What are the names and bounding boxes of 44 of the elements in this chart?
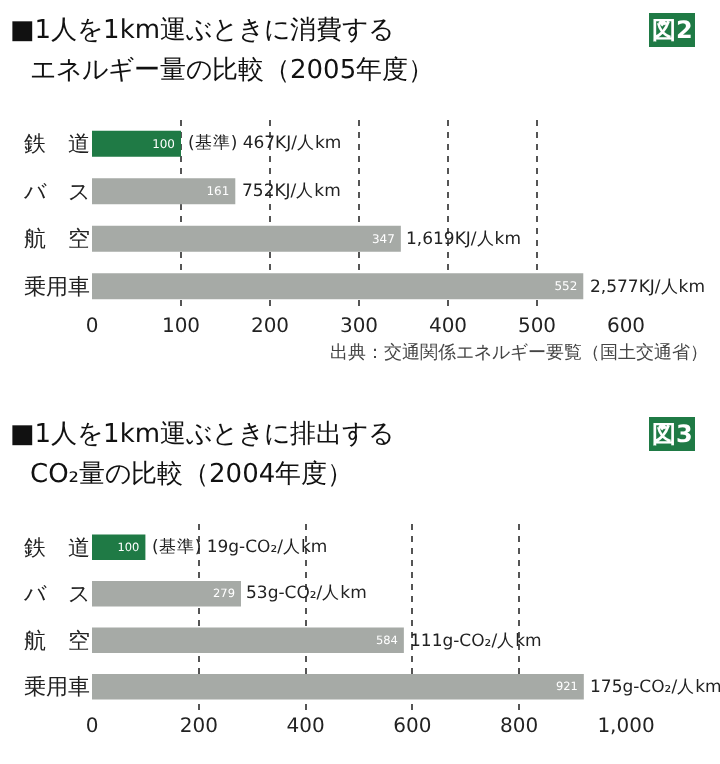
x-tick-label: 200 [250,316,290,338]
x-tick-label: 600 [393,716,432,738]
annotation: 53g-CO₂/人km [246,582,367,604]
bar [92,534,146,561]
annotation: 752KJ/人km [242,180,341,202]
bar [92,130,181,157]
y-tick-label: 鉄 道 [24,534,90,561]
y-tick-label: 航 空 [24,627,90,654]
caption: 図3 [652,420,693,448]
source-note: 出典：交通関係エネルギー要覧（国土交通省） [330,342,708,364]
chart-title: ■1人を1km運ぶときに消費する [10,16,395,46]
x-tick-label: 0 [85,716,99,738]
x-tick-label: 200 [179,716,218,738]
annotation: (基準) 19g-CO₂/人km [152,536,328,558]
chart-subtitle: エネルギー量の比較（2005年度） [30,54,435,86]
x-tick-label: 300 [339,316,379,338]
caption: 図2 [652,16,693,44]
bar [92,673,584,700]
bar [92,580,241,607]
annotation: (基準) 467KJ/人km [188,132,342,154]
bar [92,178,236,205]
y-tick-label: 乗用車 [24,273,90,300]
bar [92,225,401,252]
chart-title: ■1人を1km運ぶときに排出する [10,420,395,450]
y-tick-label: 乗用車 [24,674,90,701]
y-tick-label: 航 空 [24,226,90,253]
annotation: 1,619KJ/人km [406,228,521,250]
x-tick-label: 1,000 [597,716,655,738]
annotation: 2,577KJ/人km [590,276,705,298]
x-tick-label: 400 [428,316,468,338]
x-tick-label: 100 [161,316,201,338]
x-tick-label: 400 [286,716,325,738]
chart-subtitle: CO₂量の比較（2004年度） [30,458,354,490]
y-tick-label: バ ス [22,581,90,608]
annotation: 175g-CO₂/人km [590,676,720,698]
bar [92,273,584,300]
x-tick-label: 0 [85,316,99,338]
bar [92,627,404,654]
annotation: 111g-CO₂/人km [410,630,542,652]
x-tick-label: 600 [606,316,646,338]
y-tick-label: バ ス [22,178,90,205]
x-tick-label: 800 [500,716,539,738]
y-tick-label: 鉄 道 [24,131,90,158]
x-tick-label: 500 [517,316,557,338]
